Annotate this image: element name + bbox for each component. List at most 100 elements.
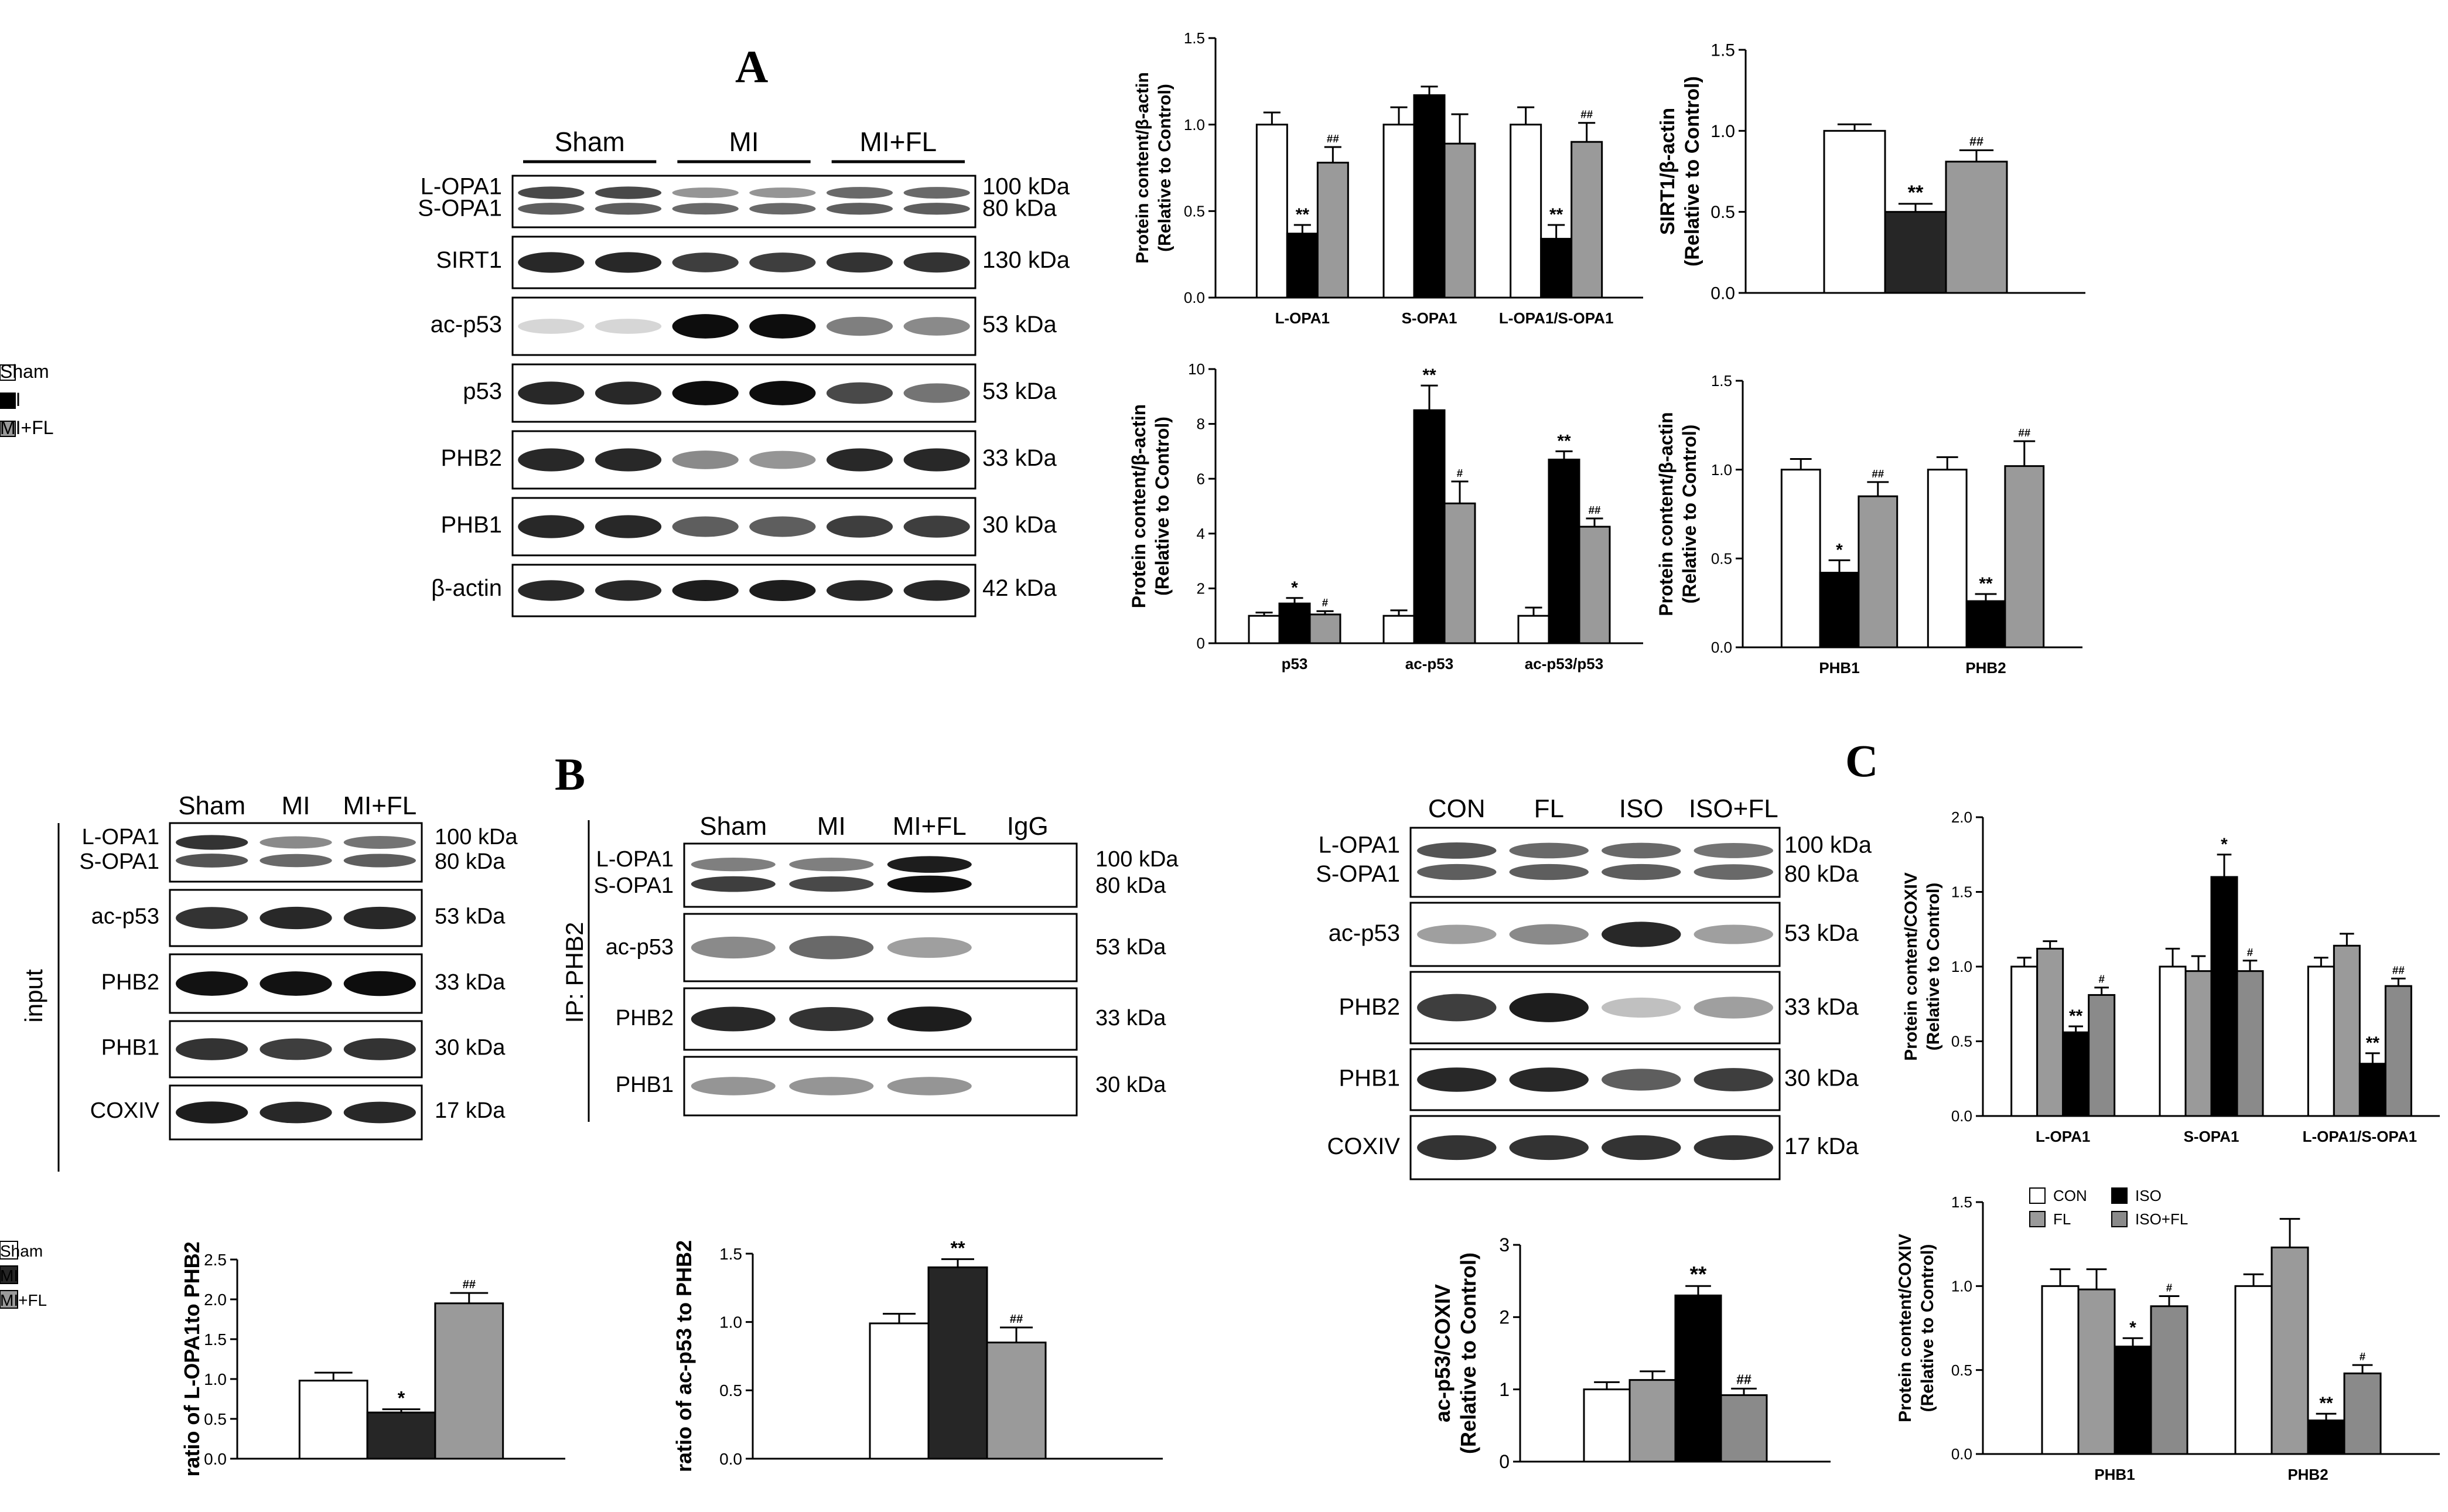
bar — [2307, 1419, 2345, 1455]
significance-mark: # — [2098, 973, 2105, 985]
blot-c: CON FL ISO ISO+FL L-OPA1 S-OPA1 100 kDa 80 kDa a… — [1316, 794, 1872, 1180]
bar — [2036, 947, 2064, 1117]
y-tick-label: 0.0 — [1184, 289, 1205, 306]
blot-band — [260, 906, 332, 930]
legend-label: ISO — [2135, 1187, 2162, 1204]
blot-band — [903, 516, 970, 538]
y-tick-label: 1 — [1499, 1379, 1510, 1400]
bar — [2184, 970, 2213, 1117]
blot-band — [691, 936, 776, 959]
y-tick-label: 1.5 — [1184, 29, 1205, 47]
blot-kda-label: 130 kDa — [982, 247, 1070, 273]
x-tick-label: L-OPA1/S-OPA1 — [1499, 309, 1614, 327]
blot-protein-label: ac-p53 — [91, 905, 159, 929]
blot-band — [1694, 864, 1773, 880]
blot-membrane — [1409, 827, 1781, 898]
chart-c-opa1: 0.0 0.5 1.0 1.5 2.0 Protein content/COXIV (Rel… — [1901, 808, 2440, 1145]
blot-protein-label: L-OPA1 — [82, 825, 159, 849]
legend-label: Sham — [0, 1242, 43, 1260]
blot-kda-label: 53 kDa — [982, 312, 1057, 337]
bar — [1443, 502, 1476, 644]
y-tick-label: 0.0 — [1710, 284, 1735, 303]
y-axis-label: (Relative to Control) — [1924, 883, 1943, 1051]
panel-label-a: A — [735, 41, 768, 92]
x-tick-label: PHB1 — [2094, 1466, 2135, 1483]
blot-side-label: input — [20, 969, 47, 1022]
blot-band — [1509, 1135, 1589, 1161]
blot-protein-label: PHB1 — [616, 1073, 674, 1097]
blot-kda-label: 30 kDa — [1784, 1065, 1859, 1091]
bar — [986, 1342, 1047, 1460]
blot-band — [672, 450, 739, 469]
x-tick-label: L-OPA1 — [2036, 1128, 2090, 1145]
blot-band — [749, 314, 816, 339]
chart-a-opa1: 0.0 0.5 1.0 1.5 Protein content/β-actin (Rela… — [1133, 29, 1643, 327]
x-tick-label: ac-p53/p53 — [1525, 655, 1603, 673]
legend-label: MI+FL — [0, 417, 54, 438]
bar — [1583, 1388, 1631, 1463]
significance-mark: ## — [1589, 504, 1601, 516]
blot-group-label: MI+FL — [860, 127, 937, 157]
blot-kda-label: 17 kDa — [1784, 1134, 1859, 1159]
blot-band — [903, 252, 970, 273]
blot-band — [595, 515, 662, 538]
chart-b-ip: 0.0 0.5 1.0 1.5 ratio of ac-p53 to PHB2 ** ## S… — [0, 1237, 1163, 1472]
significance-mark: ## — [1969, 134, 1983, 149]
blot-lane-label: ISO+FL — [1689, 794, 1778, 823]
significance-mark: * — [2221, 835, 2228, 854]
y-axis-label: SIRT1/β-actin — [1657, 108, 1679, 235]
blot-side-label: IP: PHB2 — [561, 922, 588, 1023]
bar — [2150, 1305, 2188, 1455]
blot-group-label: Sham — [555, 127, 625, 157]
y-axis-label: Protein content/β-actin — [1133, 72, 1152, 264]
blot-lane-label: MI — [817, 812, 846, 841]
blot-band — [1694, 924, 1773, 944]
significance-mark: ** — [1690, 1262, 1707, 1286]
blot-band — [518, 252, 585, 273]
y-tick-label: 1.0 — [1184, 116, 1205, 134]
significance-mark: ## — [1736, 1371, 1752, 1387]
blot-band — [595, 381, 662, 405]
blot-protein-label: L-OPA1 — [596, 847, 674, 872]
blot-protein-label: PHB2 — [441, 445, 503, 471]
blot-lane-label: IgG — [1007, 812, 1049, 841]
blot-protein-label: S-OPA1 — [79, 849, 159, 874]
x-tick-label: L-OPA1 — [1275, 309, 1330, 327]
significance-mark: * — [1291, 578, 1298, 598]
blot-band — [1417, 1135, 1497, 1161]
blot-kda-label: 53 kDa — [435, 905, 506, 929]
blot-protein-label: COXIV — [90, 1098, 160, 1123]
bar — [1823, 129, 1886, 294]
significance-mark: ## — [1010, 1313, 1023, 1326]
y-tick-label: 0.0 — [1951, 1445, 1972, 1463]
blot-band — [518, 319, 585, 334]
y-tick-label: 3 — [1499, 1234, 1510, 1255]
y-tick-label: 0.5 — [1951, 1033, 1972, 1050]
blot-band — [176, 1101, 248, 1124]
bar — [1316, 162, 1349, 299]
chart-c-phb: 0.0 0.5 1.0 1.5 Protein content/COXIV (Relati… — [1896, 1187, 2440, 1483]
blot-membrane — [511, 564, 977, 617]
blot-lane-label: CON — [1428, 794, 1486, 823]
blot-lane-label: MI — [282, 791, 310, 820]
blot-band — [176, 854, 248, 868]
y-tick-label: 1.5 — [204, 1330, 227, 1349]
significance-mark: ** — [1422, 366, 1436, 385]
y-tick-label: 10 — [1188, 360, 1205, 378]
blot-band — [672, 381, 739, 405]
blot-band — [691, 1006, 776, 1032]
bar — [927, 1266, 988, 1460]
y-tick-label: 1.5 — [1711, 372, 1732, 390]
bar — [1286, 233, 1319, 299]
y-tick-label: 0.5 — [1184, 202, 1205, 220]
blot-band — [749, 203, 816, 215]
bar — [1945, 161, 2008, 294]
bar — [1927, 469, 1968, 649]
blot-band — [887, 875, 972, 893]
y-tick-label: 1.5 — [1710, 41, 1735, 60]
blot-band — [343, 1101, 416, 1124]
legend-label: FL — [2053, 1210, 2071, 1228]
y-axis-label: Protein content/β-actin — [1128, 404, 1149, 608]
